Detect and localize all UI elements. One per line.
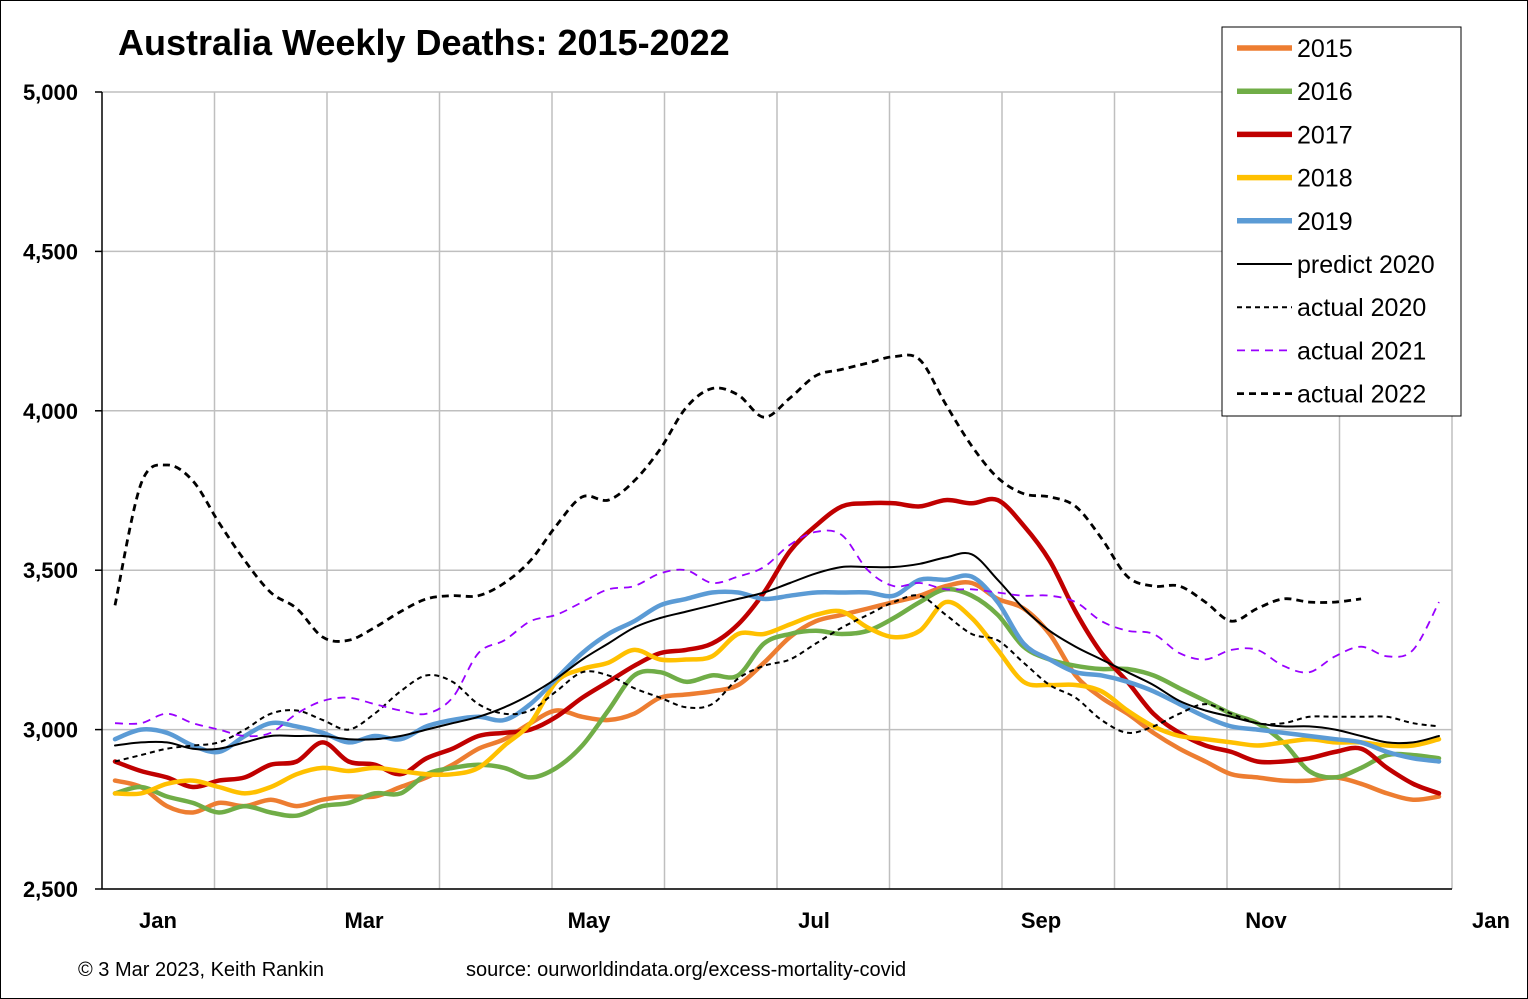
legend-label-actual-2020: actual 2020	[1297, 294, 1426, 322]
series-lines	[112, 353, 1442, 819]
axes	[95, 91, 1452, 890]
series-line-2017	[112, 496, 1442, 796]
x-tick-label: May	[568, 908, 612, 933]
x-axis-ticks: Jan Mar May Jul Sep Nov Jan	[139, 908, 1510, 933]
series-line-actual-2022	[113, 353, 1362, 643]
series-line-2018	[112, 599, 1442, 797]
y-tick-label: 4,500	[23, 239, 78, 264]
chart-title: Australia Weekly Deaths: 2015-2022	[118, 22, 730, 63]
legend-label-2016: 2016	[1297, 78, 1353, 106]
x-tick-label: Sep	[1021, 908, 1061, 933]
legend-label-actual-2021: actual 2021	[1297, 337, 1426, 365]
legend-label-2015: 2015	[1297, 35, 1353, 63]
legend: 2015 2016 2017 2018 2019 predict 2020 actual 2…	[1221, 26, 1462, 417]
x-tick-label: Jul	[798, 908, 830, 933]
x-tick-label: Mar	[344, 908, 384, 933]
y-tick-label: 4,000	[23, 399, 78, 424]
x-tick-label: Jan	[139, 908, 177, 933]
legend-label-predict-2020: predict 2020	[1297, 251, 1435, 279]
series-line-2015	[112, 580, 1442, 815]
y-tick-label: 2,500	[23, 877, 78, 902]
y-tick-label: 3,500	[23, 558, 78, 583]
legend-label-2019: 2019	[1297, 208, 1353, 236]
legend-label-2017: 2017	[1297, 121, 1353, 149]
series-line-actual-2020	[114, 594, 1440, 763]
legend-label-actual-2022: actual 2022	[1297, 381, 1426, 409]
footer-copyright: © 3 Mar 2023, Keith Rankin	[78, 959, 324, 981]
series-line-predict-2020	[114, 551, 1440, 751]
legend-label-2018: 2018	[1297, 165, 1353, 193]
y-axis-ticks: 2,500 3,000 3,500 4,000 4,500 5,000	[23, 80, 78, 902]
y-tick-label: 3,000	[23, 718, 78, 743]
x-tick-label: Jan	[1472, 908, 1510, 933]
x-tick-label: Nov	[1245, 908, 1287, 933]
y-tick-label: 5,000	[23, 80, 78, 105]
series-line-2016	[112, 586, 1442, 819]
footer-source: source: ourworldindata.org/excess-mortal…	[466, 959, 906, 981]
